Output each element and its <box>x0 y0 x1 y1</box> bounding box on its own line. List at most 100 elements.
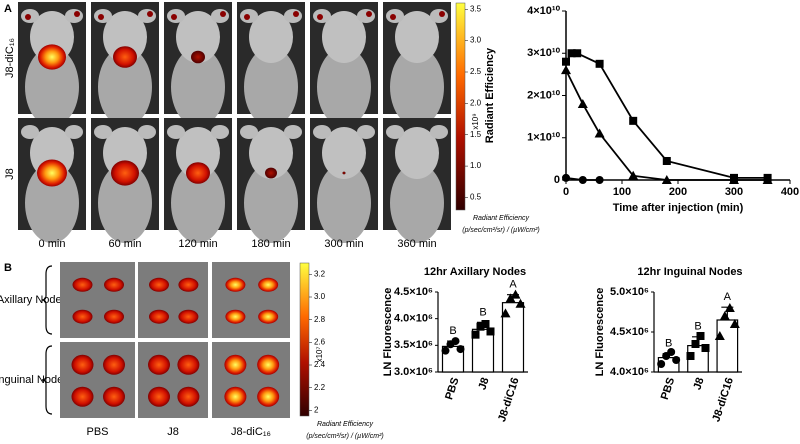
x-tick-label: 300 <box>725 186 743 198</box>
chart-title: 12hr Inguinal Nodes <box>637 266 742 278</box>
colorbar-exponent: x10⁹ <box>471 113 480 129</box>
panel-label: A <box>4 3 12 15</box>
mouse-body <box>244 163 298 243</box>
signal <box>113 46 137 68</box>
point <box>451 337 460 346</box>
mouse-ear <box>284 125 302 139</box>
y-tick-label: 4.0×10⁶ <box>394 313 433 325</box>
node-signal <box>178 277 199 292</box>
point <box>662 156 671 165</box>
image-tile <box>212 342 290 418</box>
colorbar-tick-label: 1.5 <box>470 130 482 139</box>
point <box>510 289 521 299</box>
row-label: J8 <box>4 168 16 180</box>
time-label: 0 min <box>39 238 66 250</box>
point <box>578 176 587 184</box>
colorbar-tick-label: 2.6 <box>314 337 326 346</box>
y-axis-label: Radiant Efficiency <box>484 47 496 143</box>
chart-title: 12hr Axillary Nodes <box>424 266 526 278</box>
colorbar-tick-label: 2 <box>314 405 319 414</box>
row-label: J8-diC₁₆ <box>4 38 16 78</box>
node-signal <box>258 277 279 292</box>
mouse-head <box>322 11 366 63</box>
point <box>594 128 605 138</box>
signal-spot <box>244 14 250 20</box>
image-tile <box>60 342 135 418</box>
mouse-head <box>176 11 220 63</box>
point <box>672 356 681 364</box>
node-signal <box>148 354 170 375</box>
colorbar-tick-label: 3.2 <box>314 269 326 278</box>
mouse-body <box>171 47 225 127</box>
point <box>724 303 735 312</box>
signal-spot <box>25 14 31 20</box>
mouse-ear <box>65 9 83 23</box>
point <box>595 176 604 184</box>
mouse-head <box>395 11 439 63</box>
colorbar-tick-label: 2.5 <box>470 67 482 76</box>
point <box>629 116 638 125</box>
x-tick-label: PBS <box>443 376 461 401</box>
point <box>456 345 465 354</box>
mouse-ear <box>21 125 39 139</box>
time-label: 360 min <box>397 238 436 250</box>
node-signal <box>103 354 125 375</box>
mouse-head <box>249 11 293 63</box>
annotation: B <box>449 325 456 337</box>
signal <box>265 167 277 179</box>
node-signal <box>149 277 169 292</box>
y-tick-label: 4.5×10⁶ <box>610 326 649 338</box>
x-tick-label: J8 <box>476 376 491 391</box>
mouse-head <box>176 127 220 179</box>
y-axis-label: LN Fluorescence <box>382 288 394 377</box>
time-label: 60 min <box>108 238 141 250</box>
mouse-ear <box>167 125 185 139</box>
colorbar-tick-label: 3.0 <box>470 36 482 45</box>
point <box>471 330 480 339</box>
node-signal <box>257 354 280 375</box>
node-signal <box>258 309 279 324</box>
mouse-head <box>103 11 147 63</box>
node-signal <box>72 309 93 324</box>
signal <box>342 171 346 175</box>
y-tick-label: 1×10¹⁰ <box>527 132 560 144</box>
y-tick-label: 4×10¹⁰ <box>527 5 560 17</box>
signal-spot <box>317 14 323 20</box>
annotation: B <box>694 321 701 333</box>
node-signal <box>104 309 124 324</box>
node-signal <box>224 354 247 375</box>
y-tick-label: 5.0×10⁶ <box>610 286 649 298</box>
point <box>500 308 511 318</box>
y-tick-label: 3.5×10⁶ <box>394 339 433 351</box>
mouse-head <box>322 127 366 179</box>
point <box>441 346 450 355</box>
node-signal <box>178 309 199 324</box>
mouse-body <box>390 163 444 243</box>
node-signal <box>224 386 247 407</box>
mouse-body <box>244 47 298 127</box>
group-label: J8 <box>167 426 179 438</box>
signal <box>191 50 205 64</box>
mouse-ear <box>138 9 156 23</box>
mouse-head <box>395 127 439 179</box>
mouse-body <box>317 163 371 243</box>
group-label: PBS <box>86 426 108 438</box>
node-signal <box>225 277 246 292</box>
point <box>701 344 710 352</box>
mouse-body <box>98 47 152 127</box>
node-signal <box>225 309 246 324</box>
colorbar-tick-label: 1.0 <box>470 161 482 170</box>
signal-spot <box>220 11 226 17</box>
signal-spot <box>390 14 396 20</box>
colorbar-unit: (p/sec/cm²/sr) / (µW/cm²) <box>306 433 384 440</box>
mouse-ear <box>357 9 375 23</box>
mouse-ear <box>211 125 229 139</box>
image-tile <box>60 262 135 338</box>
mouse-body <box>171 163 225 243</box>
node-signal <box>71 354 94 375</box>
colorbar <box>299 262 310 417</box>
node-signal <box>177 386 200 407</box>
point <box>628 170 639 180</box>
signal-spot <box>147 11 153 17</box>
